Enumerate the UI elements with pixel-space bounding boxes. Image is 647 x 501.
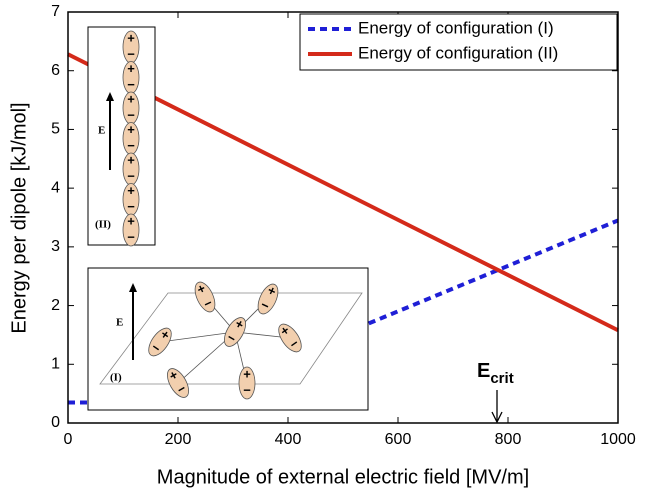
x-tick-label: 400 [275, 431, 302, 448]
dipole: +− [148, 326, 173, 357]
dipole: +− [122, 213, 140, 247]
field-arrowhead [129, 283, 137, 292]
y-tick-label: 3 [51, 238, 60, 255]
inset-label: (II) [95, 219, 111, 231]
dipole-body [167, 368, 189, 398]
y-tick-label: 1 [51, 356, 60, 373]
dipole-minus: − [127, 46, 135, 61]
dipole: +− [194, 280, 216, 313]
inset-field-label: E [98, 125, 105, 137]
series-line [67, 52, 619, 333]
y-tick-label: 5 [51, 121, 60, 138]
series-line [68, 218, 619, 405]
dipole: +− [122, 91, 140, 125]
dipole: +− [257, 282, 279, 315]
field-arrowhead [106, 92, 114, 101]
dipole-plus: + [127, 183, 135, 198]
x-tick-label: 0 [64, 431, 73, 448]
dipole-plus: + [127, 152, 135, 167]
y-tick-label: 7 [51, 3, 60, 20]
y-axis-label: Energy per dipole [kJ/mol] [8, 102, 30, 333]
y-tick-label: 2 [51, 297, 60, 314]
plot-frame [67, 11, 619, 424]
dipole-minus: − [127, 199, 135, 214]
dipole-plus: + [127, 122, 135, 137]
dipole: +− [122, 30, 140, 64]
x-tick-label: 1000 [600, 431, 636, 448]
dipole-plus: + [127, 213, 135, 228]
dipole: +− [122, 61, 140, 94]
dipole-body [278, 323, 302, 353]
dipole-minus: − [127, 168, 135, 183]
dipole-plus: + [127, 30, 135, 45]
dipole: +− [122, 183, 140, 216]
x-tick-label: 600 [385, 431, 412, 448]
dipole-plus: + [127, 91, 135, 106]
dipole-plus: + [243, 366, 251, 381]
dipole: +− [224, 316, 247, 347]
legend-box [299, 13, 618, 71]
inset-box [87, 26, 156, 246]
dipole-body [148, 327, 172, 357]
annotation-text: E [477, 360, 490, 382]
y-tick-label: 4 [51, 179, 60, 196]
dipole-body [224, 317, 246, 347]
dipole-body [257, 283, 279, 315]
dipole: +− [238, 366, 256, 400]
dipole-body [238, 366, 256, 400]
dipole-minus: − [243, 382, 251, 397]
dipole: +− [277, 322, 302, 353]
lattice-plane [99, 292, 363, 385]
y-tick-label: 0 [51, 414, 60, 431]
legend-label: Energy of configuration (II) [358, 43, 558, 62]
dipole: +− [122, 152, 140, 186]
dipole: +− [166, 367, 189, 398]
dipole-minus: − [127, 229, 135, 244]
dipole: +− [122, 122, 140, 155]
annotation-arrowhead [491, 411, 503, 424]
annotation: Ecrit [477, 360, 514, 387]
dipole-minus: − [127, 77, 135, 92]
dipole-minus: − [127, 107, 135, 122]
inset-label: (I) [110, 372, 122, 384]
x-tick-label: 800 [495, 431, 522, 448]
dipole-plus: + [127, 61, 135, 76]
dipole-body [122, 213, 140, 247]
annotation-subscript: crit [490, 370, 513, 387]
inset-field-label: E [116, 317, 123, 329]
dipole-body [194, 281, 216, 313]
y-tick-label: 6 [51, 62, 60, 79]
x-axis-label: Magnitude of external electric field [MV… [157, 466, 529, 488]
x-tick-label: 200 [165, 431, 192, 448]
legend-label: Energy of configuration (I) [358, 18, 554, 37]
dipole-minus: − [127, 138, 135, 153]
